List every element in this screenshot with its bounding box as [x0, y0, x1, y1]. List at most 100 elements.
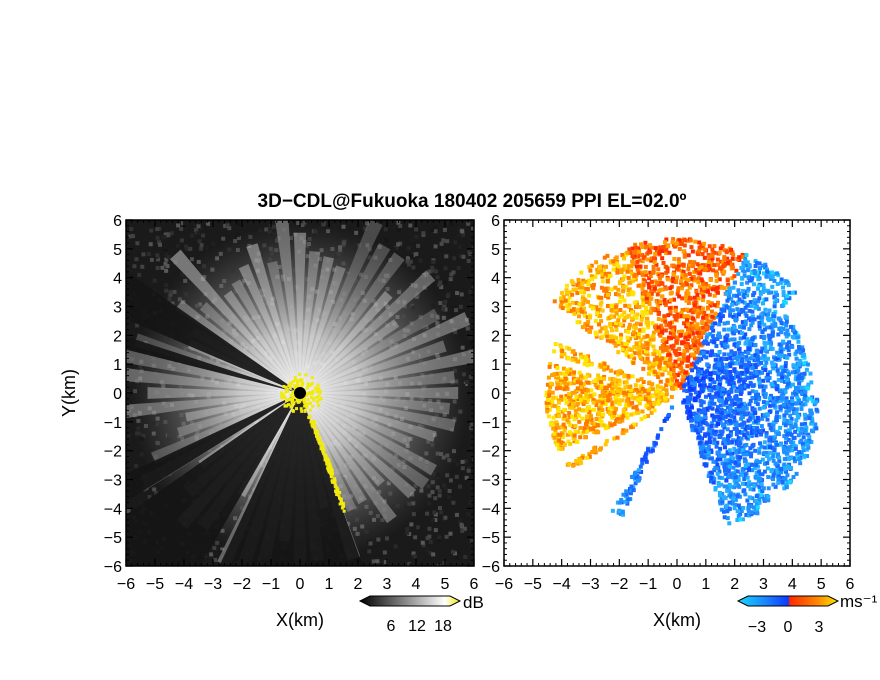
velocity-pixel	[724, 419, 729, 424]
velocity-pixel	[728, 262, 733, 267]
reflectivity-noise-pixel	[427, 526, 432, 531]
velocity-pixel	[725, 516, 730, 521]
y-tick-label: 6	[113, 213, 122, 230]
reflectivity-noise-pixel	[321, 222, 326, 227]
velocity-pixel	[650, 284, 655, 289]
velocity-pixel	[609, 307, 614, 312]
velocity-pixel	[766, 475, 771, 480]
velocity-pixel	[686, 300, 691, 305]
velocity-pixel	[550, 403, 555, 408]
velocity-pixel	[770, 274, 775, 279]
velocity-pixel	[788, 400, 793, 405]
velocity-pixel	[728, 310, 733, 315]
velocity-pixel	[732, 325, 737, 330]
velocity-pixel	[680, 296, 685, 301]
velocity-pixel	[566, 395, 571, 400]
velocity-pixel	[653, 441, 658, 446]
yellow-echo-pixel	[311, 389, 315, 393]
velocity-pixel	[620, 418, 625, 423]
reflectivity-noise-pixel	[437, 493, 442, 498]
velocity-pixel	[714, 344, 719, 349]
velocity-pixel	[651, 270, 656, 275]
velocity-pixel	[726, 327, 731, 332]
velocity-pixel	[686, 355, 691, 360]
velocity-pixel	[737, 371, 742, 376]
velocity-pixel	[675, 291, 680, 296]
velocity-pixel	[575, 283, 580, 288]
velocity-pixel	[663, 360, 668, 365]
velocity-pixel	[548, 385, 553, 390]
yellow-echo-pixel	[283, 404, 287, 408]
yellow-echo-pixel	[282, 384, 286, 388]
yellow-echo-pixel	[338, 496, 342, 500]
velocity-pixel	[722, 248, 727, 253]
velocity-pixel	[723, 471, 728, 476]
yellow-echo-pixel	[318, 398, 322, 402]
y-tick-label: 4	[113, 271, 122, 288]
velocity-pixel	[757, 500, 762, 505]
velocity-pixel	[760, 489, 765, 494]
velocity-pixel	[605, 338, 610, 343]
reflectivity-noise-pixel	[466, 512, 471, 517]
velocity-pixel	[554, 386, 559, 391]
yellow-echo-pixel	[322, 452, 326, 456]
velocity-pixel	[755, 270, 760, 275]
velocity-pixel	[556, 446, 561, 451]
velocity-pixel	[587, 452, 592, 457]
velocity-pixel	[775, 368, 780, 373]
velocity-pixel	[592, 424, 597, 429]
velocity-pixel	[797, 362, 802, 367]
velocity-pixel	[604, 439, 609, 444]
velocity-pixel	[776, 477, 781, 482]
velocity-pixel	[733, 461, 738, 466]
velocity-pixel	[682, 251, 687, 256]
velocity-pixel	[591, 398, 596, 403]
velocity-pixel	[751, 407, 756, 412]
velocity-pixel	[810, 399, 815, 404]
velocity-pixel	[553, 440, 558, 445]
reflectivity-noise-pixel	[383, 227, 388, 232]
velocity-pixel	[664, 340, 669, 345]
velocity-pixel	[792, 435, 797, 440]
velocity-pixel	[731, 314, 736, 319]
velocity-pixel	[799, 426, 804, 431]
velocity-pixel	[614, 323, 619, 328]
velocity-pixel	[598, 302, 603, 307]
reflectivity-noise-pixel	[448, 531, 453, 536]
velocity-pixel	[609, 423, 614, 428]
velocity-pixel	[609, 368, 614, 373]
velocity-pixel	[732, 337, 737, 342]
velocity-pixel	[725, 256, 730, 261]
velocity-pixel	[600, 397, 605, 402]
yellow-echo-pixel	[293, 375, 297, 379]
yellow-echo-pixel	[313, 428, 317, 432]
velocity-pixel	[740, 268, 745, 273]
velocity-pixel	[739, 509, 744, 514]
velocity-pixel	[677, 242, 682, 247]
velocity-pixel	[761, 405, 766, 410]
velocity-pixel	[607, 411, 612, 416]
velocity-pixel	[696, 435, 701, 440]
velocity-pixel	[709, 424, 714, 429]
velocity-pixel	[623, 493, 628, 498]
velocity-pixel	[775, 356, 780, 361]
yellow-echo-pixel	[311, 425, 315, 429]
velocity-pixel	[633, 383, 638, 388]
x-tick-label: −6	[117, 576, 135, 593]
velocity-pixel	[612, 314, 617, 319]
velocity-pixel	[574, 394, 579, 399]
reflectivity-noise-pixel	[442, 227, 447, 232]
reflectivity-noise-pixel	[129, 227, 134, 232]
velocity-pixel	[709, 388, 714, 393]
velocity-pixel	[698, 445, 703, 450]
velocity-pixel	[661, 386, 666, 391]
velocity-pixel	[757, 484, 762, 489]
velocity-pixel	[753, 305, 758, 310]
velocity-pixel	[699, 267, 704, 272]
velocity-pixel	[702, 255, 707, 260]
velocity-pixel	[694, 268, 699, 273]
velocity-pixel	[790, 334, 795, 339]
velocity-pixel	[680, 360, 685, 365]
velocity-pixel	[600, 334, 605, 339]
velocity-pixel	[755, 402, 760, 407]
